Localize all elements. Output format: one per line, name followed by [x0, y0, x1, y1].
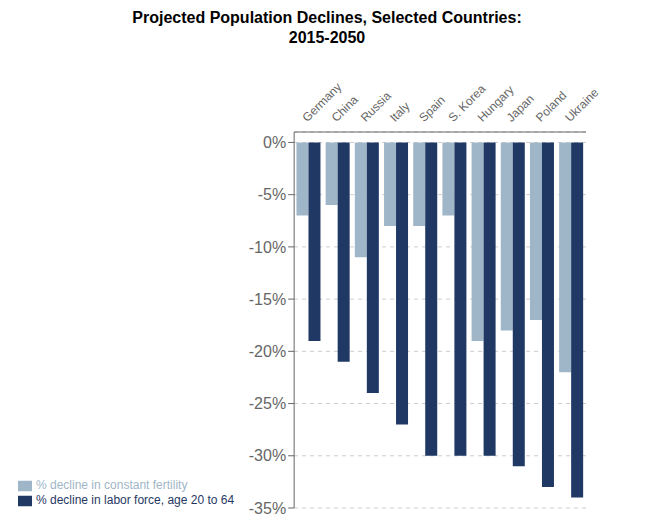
html-text:Projected Population Declines,: Projected Population Declines, Selected …: [132, 9, 522, 26]
svg-text:China: China: [329, 92, 361, 124]
svg-text:Germany: Germany: [299, 79, 345, 125]
html-text:% decline in constant fertilit: % decline in constant fertility: [36, 478, 188, 493]
svg-text:Japan: Japan: [504, 92, 537, 125]
svg-text:Italy: Italy: [387, 99, 412, 124]
svg-text:Russia: Russia: [358, 89, 394, 125]
svg-text:Hungary: Hungary: [474, 82, 517, 125]
svg-text:S. Korea: S. Korea: [445, 81, 489, 125]
svg-text:0%: 0%: [263, 134, 286, 151]
svg-text:-25%: -25%: [249, 395, 286, 412]
html-text:2015-2050: 2015-2050: [288, 29, 366, 46]
html-text:% decline in labor force, age: % decline in labor force, age 20 to 64: [36, 493, 235, 508]
svg-text:-30%: -30%: [249, 447, 286, 464]
svg-text:-5%: -5%: [258, 186, 286, 203]
svg-text:Poland: Poland: [533, 88, 569, 124]
svg-text:Spain: Spain: [416, 93, 448, 125]
svg-text:-20%: -20%: [249, 343, 286, 360]
svg-text:-35%: -35%: [249, 500, 286, 517]
svg-text:Ukraine: Ukraine: [562, 85, 601, 124]
svg-text:-10%: -10%: [249, 239, 286, 256]
svg-text:-15%: -15%: [249, 291, 286, 308]
